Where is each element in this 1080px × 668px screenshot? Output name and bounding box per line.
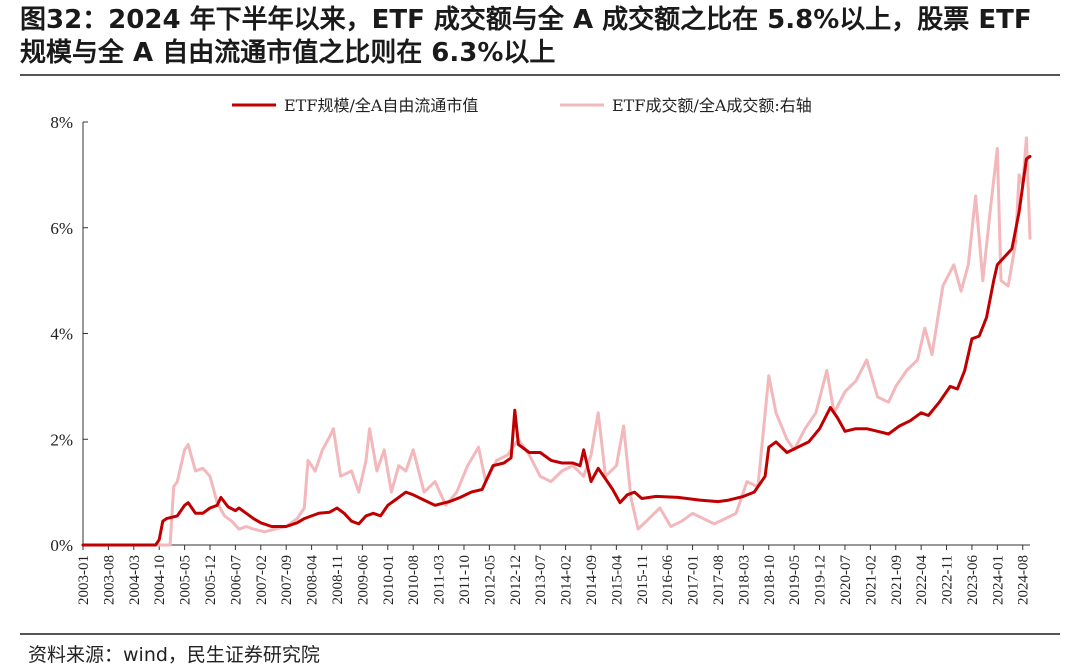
x-tick-label: 2022-04: [914, 555, 930, 605]
x-tick-label: 2013-07: [533, 555, 549, 605]
x-tick-label: 2010-01: [381, 555, 397, 605]
chart-title: 图32：2024 年下半年以来，ETF 成交额与全 A 成交额之比在 5.8%以…: [20, 5, 1032, 68]
x-tick-label: 2018-03: [736, 555, 752, 605]
y-axis: 0% 2% 4% 6% 8%: [50, 113, 88, 555]
x-tick-label: 2014-09: [584, 555, 600, 605]
y-tick-label: 2%: [50, 430, 73, 449]
x-tick-label: 2019-05: [787, 555, 803, 605]
x-tick-label: 2023-06: [965, 555, 981, 605]
x-tick-label: 2015-11: [635, 555, 651, 604]
source-note: 资料来源：wind，民生证券研究院: [28, 644, 320, 666]
x-tick-label: 2003-01: [76, 555, 92, 605]
x-axis: 2003-01 2003-08 2004-03 2004-10 2005-05 2005-…: [76, 544, 1032, 605]
chart-canvas: ETF规模/全A自由流通市值 ETF成交额/全A成交额:右轴 0% 2% 4% 6% 8%…: [50, 96, 1032, 605]
series-group: [81, 136, 1032, 547]
x-tick-label: 2004-03: [127, 555, 143, 605]
x-tick-label: 2012-05: [482, 555, 498, 605]
x-tick-label: 2005-12: [203, 555, 219, 605]
x-tick-label: 2017-08: [711, 555, 727, 605]
footer-divider: [20, 633, 1060, 635]
x-tick-label: 2020-07: [838, 555, 854, 605]
x-tick-label: 2008-11: [330, 555, 346, 604]
series-line-etf-scale: [81, 154, 1032, 547]
x-tick-label: 2024-08: [1016, 555, 1032, 605]
x-tick-label: 2021-02: [863, 555, 879, 605]
x-tick-label: 2008-04: [305, 555, 321, 605]
y-tick-label: 4%: [50, 325, 73, 344]
x-tick-label: 2014-02: [559, 555, 575, 605]
x-tick-label: 2019-12: [813, 555, 829, 605]
legend-label: ETF成交额/全A成交额:右轴: [612, 96, 812, 115]
x-tick-label: 2004-10: [152, 555, 168, 605]
x-tick-label: 2015-04: [609, 555, 625, 605]
series-line-etf-turnover: [81, 136, 1032, 547]
x-tick-label: 2022-11: [940, 555, 956, 604]
x-tick-label: 2003-08: [101, 555, 117, 605]
x-tick-label: 2016-06: [660, 555, 676, 605]
x-tick-label: 2021-09: [889, 555, 905, 605]
x-tick-label: 2009-06: [355, 555, 371, 605]
legend-label: ETF规模/全A自由流通市值: [284, 96, 478, 115]
x-tick-label: 2005-05: [178, 555, 194, 605]
x-tick-label: 2010-08: [406, 555, 422, 605]
chart-legend: ETF规模/全A自由流通市值 ETF成交额/全A成交额:右轴: [232, 96, 812, 115]
x-tick-label: 2011-03: [432, 555, 448, 604]
x-tick-label: 2018-10: [762, 555, 778, 605]
x-tick-label: 2012-12: [508, 555, 524, 605]
x-tick-label: 2017-01: [686, 555, 702, 605]
x-tick-label: 2006-07: [228, 555, 244, 605]
title-divider: [20, 74, 1060, 76]
x-tick-label: 2024-01: [990, 555, 1006, 605]
x-tick-label: 2007-02: [254, 555, 270, 605]
y-tick-label: 6%: [50, 219, 73, 238]
y-tick-label: 8%: [50, 113, 73, 132]
x-tick-label: 2011-10: [457, 555, 473, 604]
x-tick-label: 2007-09: [279, 555, 295, 605]
y-tick-label: 0%: [50, 536, 73, 555]
